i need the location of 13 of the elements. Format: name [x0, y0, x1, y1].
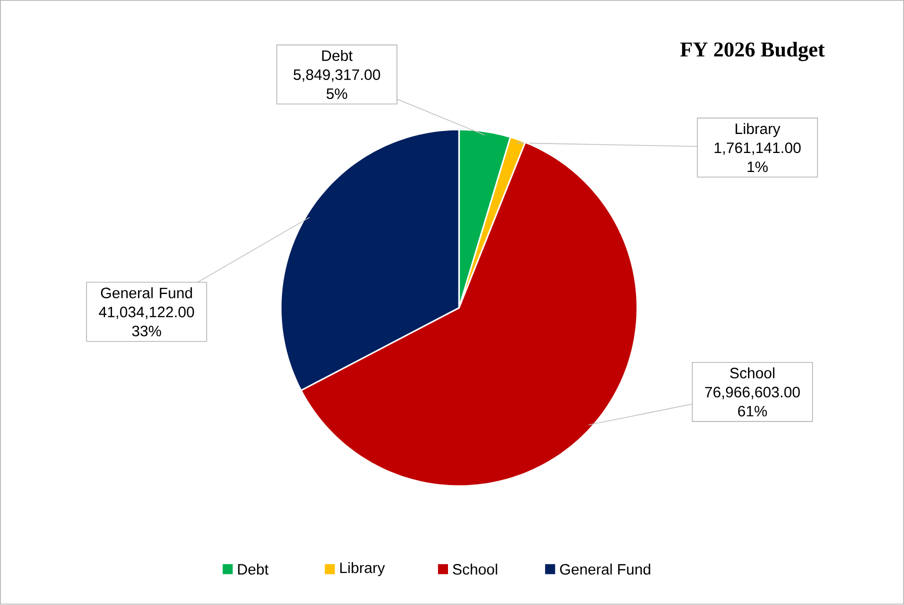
chart-title: FY 2026 Budget	[680, 42, 825, 62]
legend-label: General Fund	[560, 564, 650, 575]
slice-label: School	[730, 368, 774, 379]
slice-label: General Fund	[101, 287, 192, 298]
data-label: 76,966,603.00 61%	[705, 386, 800, 417]
legend-label: Library	[340, 562, 385, 576]
data-label: 41,034,122.00 33%	[98, 306, 194, 337]
legend-label: School	[452, 564, 498, 575]
slice-label: Debt	[322, 50, 353, 62]
slice-label: Library	[736, 123, 780, 138]
legend-label: Debt	[238, 564, 269, 575]
data-label: 1,761,141.00 1%	[714, 142, 801, 172]
data-label: 5,849,317.00 5%	[294, 70, 380, 100]
